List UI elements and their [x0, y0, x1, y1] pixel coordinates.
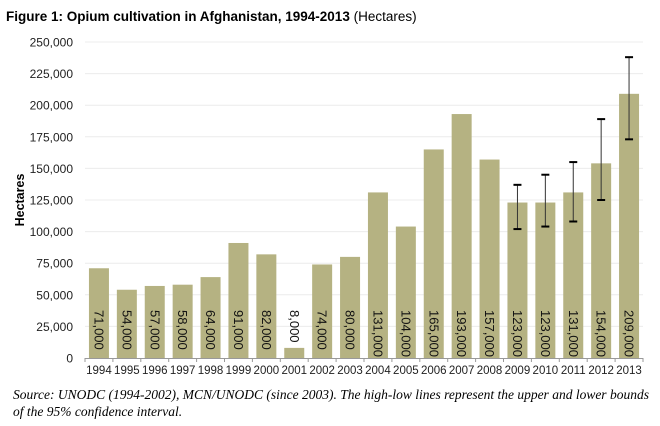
- bar: [479, 159, 500, 358]
- bar: [619, 93, 640, 358]
- data-label: 54,000: [119, 310, 134, 350]
- bar: [144, 285, 165, 358]
- y-tick-label: 175,000: [30, 130, 74, 144]
- data-label: 91,000: [231, 310, 246, 350]
- bar: [256, 254, 277, 358]
- x-tick-label: 2010: [533, 365, 559, 377]
- x-tick-label: 1999: [226, 365, 252, 377]
- y-tick-label: 125,000: [30, 194, 74, 208]
- bar: [228, 242, 249, 358]
- x-tick-label: 1994: [86, 365, 112, 377]
- bar: [395, 226, 416, 358]
- x-tick-label: 2013: [616, 365, 642, 377]
- chart-title-unit: (Hectares): [353, 9, 417, 24]
- y-tick-label: 250,000: [30, 36, 74, 50]
- x-tick-label: 2005: [393, 365, 419, 377]
- bar: [451, 114, 472, 358]
- x-tick-label: 2001: [281, 365, 307, 377]
- x-tick-label: 2000: [254, 365, 280, 377]
- source-note: Source: UNODC (1994-2002), MCN/UNODC (si…: [13, 387, 649, 419]
- bar: [200, 277, 221, 358]
- bar: [507, 202, 528, 358]
- data-label: 80,000: [343, 310, 358, 350]
- data-label: 82,000: [259, 310, 274, 350]
- chart-title-main: Figure 1: Opium cultivation in Afghanist…: [6, 9, 350, 24]
- bar: [284, 347, 305, 358]
- y-tick-label: 0: [66, 352, 73, 366]
- x-tick-label: 2004: [365, 365, 391, 377]
- x-tick-label: 2003: [337, 365, 363, 377]
- data-label: 131,000: [566, 310, 581, 357]
- data-label: 193,000: [454, 310, 469, 357]
- bar: [535, 202, 556, 358]
- bar: [88, 268, 109, 358]
- y-tick-label: 25,000: [36, 320, 73, 334]
- data-label: 154,000: [594, 310, 609, 357]
- x-tick-label: 2007: [449, 365, 475, 377]
- x-tick-label: 1996: [142, 365, 168, 377]
- bar: [312, 264, 333, 358]
- chart-title: Figure 1: Opium cultivation in Afghanist…: [6, 9, 417, 24]
- x-tick-label: 2008: [477, 365, 503, 377]
- x-tick-label: 2009: [505, 365, 531, 377]
- y-axis-label: Hectares: [13, 174, 27, 227]
- x-tick-label: 2011: [561, 365, 586, 377]
- y-tick-label: 200,000: [30, 99, 74, 113]
- data-label: 58,000: [175, 310, 190, 350]
- y-tick-label: 225,000: [30, 67, 74, 81]
- data-label: 209,000: [622, 310, 637, 357]
- y-tick-label: 100,000: [30, 225, 74, 239]
- x-tick-label: 1997: [170, 365, 196, 377]
- data-label: 64,000: [203, 310, 218, 350]
- data-label: 131,000: [370, 310, 385, 357]
- x-tick-label: 1995: [114, 365, 140, 377]
- data-label: 165,000: [426, 310, 441, 357]
- bar: [563, 192, 584, 358]
- bar: [367, 192, 388, 358]
- data-label: 71,000: [91, 310, 106, 350]
- bar: [116, 289, 137, 358]
- y-tick-label: 150,000: [30, 162, 74, 176]
- data-label: 74,000: [315, 310, 330, 350]
- data-label: 57,000: [147, 310, 162, 350]
- x-tick-label: 2002: [309, 365, 335, 377]
- x-tick-label: 1998: [198, 365, 224, 377]
- x-tick-label: 2012: [588, 365, 614, 377]
- data-label: 104,000: [398, 310, 413, 357]
- y-tick-label: 75,000: [36, 257, 73, 271]
- y-tick-label: 50,000: [36, 288, 73, 302]
- data-label: 8,000: [287, 310, 302, 343]
- bar: [591, 163, 612, 358]
- bar: [340, 256, 361, 358]
- data-label: 157,000: [482, 310, 497, 357]
- data-label: 123,000: [538, 310, 553, 357]
- x-tick-label: 2006: [421, 365, 447, 377]
- data-label: 123,000: [510, 310, 525, 357]
- bar: [172, 284, 193, 358]
- bar: [423, 149, 444, 358]
